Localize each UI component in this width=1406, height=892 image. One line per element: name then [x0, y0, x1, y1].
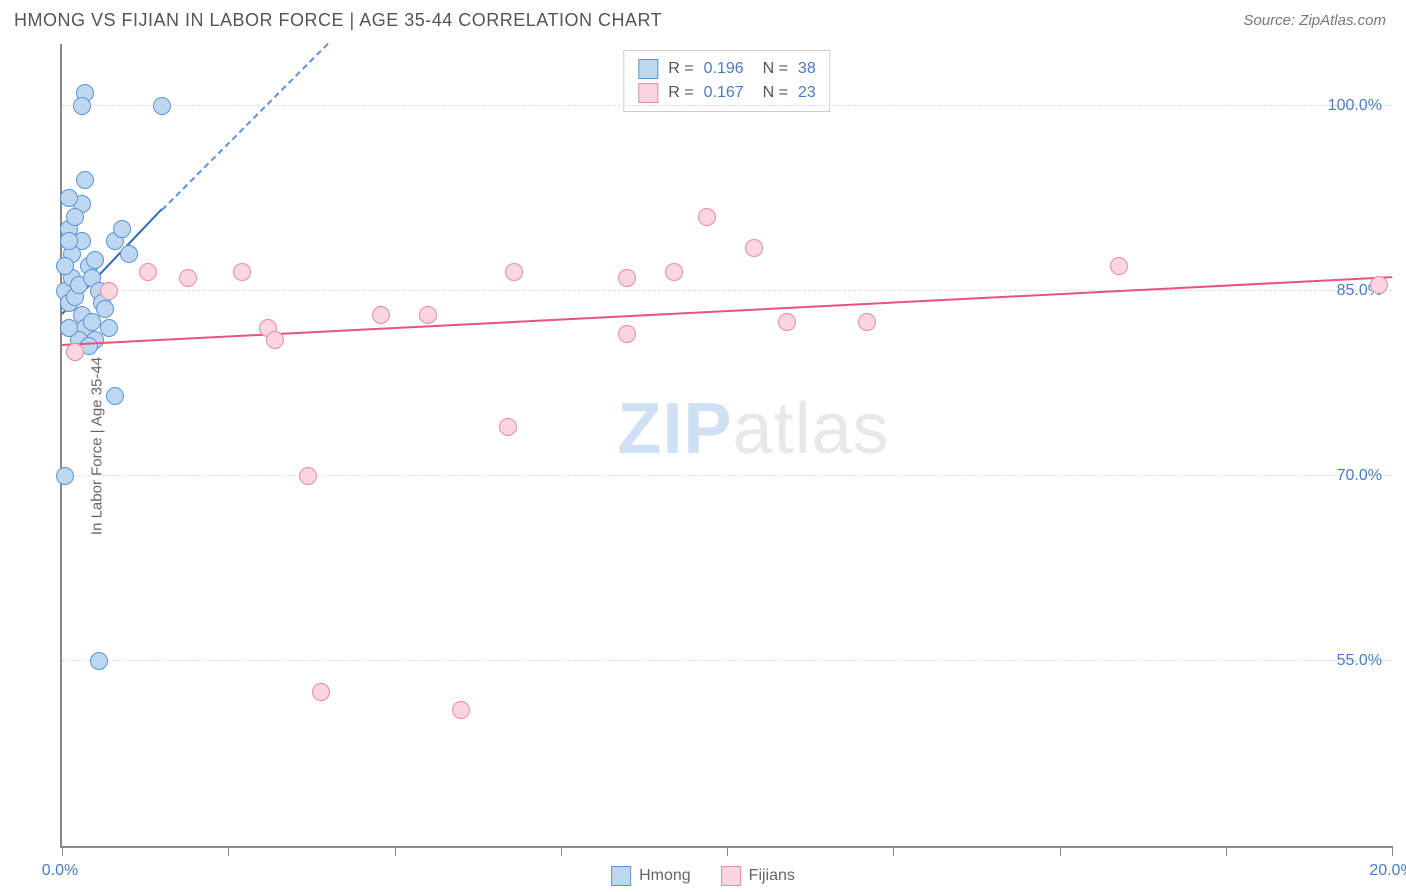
- data-point: [1110, 257, 1128, 275]
- data-point: [618, 269, 636, 287]
- n-value: 38: [798, 60, 816, 78]
- y-tick-label: 55.0%: [1337, 652, 1382, 670]
- data-point: [505, 263, 523, 281]
- data-point: [266, 331, 284, 349]
- grid-line: [62, 475, 1392, 476]
- data-point: [233, 263, 251, 281]
- chart-area: In Labor Force | Age 35-44 ZIPatlas R = …: [14, 44, 1392, 848]
- x-tick: [727, 846, 728, 856]
- x-tick: [1060, 846, 1061, 856]
- x-tick: [395, 846, 396, 856]
- x-tick: [893, 846, 894, 856]
- data-point: [372, 306, 390, 324]
- watermark: ZIPatlas: [618, 388, 890, 470]
- plot-region: ZIPatlas R = 0.196 N = 38R = 0.167 N = 2…: [60, 44, 1392, 848]
- legend-swatch: [638, 59, 658, 79]
- grid-line: [62, 660, 1392, 661]
- data-point: [90, 652, 108, 670]
- data-point: [60, 319, 78, 337]
- data-point: [618, 325, 636, 343]
- data-point: [100, 319, 118, 337]
- data-point: [96, 300, 114, 318]
- data-point: [73, 97, 91, 115]
- x-tick-min: 0.0%: [42, 862, 78, 880]
- x-tick: [1226, 846, 1227, 856]
- data-point: [1370, 276, 1388, 294]
- legend-item: Fijians: [721, 866, 795, 886]
- data-point: [299, 467, 317, 485]
- series-legend: Hmong Fijians: [611, 866, 795, 886]
- legend-swatch: [611, 866, 631, 886]
- y-tick-label: 70.0%: [1337, 467, 1382, 485]
- data-point: [419, 306, 437, 324]
- data-point: [106, 387, 124, 405]
- data-point: [66, 208, 84, 226]
- grid-line: [62, 290, 1392, 291]
- stats-legend-row: R = 0.196 N = 38: [638, 57, 815, 81]
- data-point: [745, 239, 763, 257]
- trend-line-dashed: [161, 42, 329, 210]
- data-point: [60, 232, 78, 250]
- data-point: [778, 313, 796, 331]
- data-point: [452, 701, 470, 719]
- y-tick-label: 100.0%: [1328, 97, 1382, 115]
- data-point: [665, 263, 683, 281]
- r-value: 0.167: [704, 84, 744, 102]
- data-point: [56, 257, 74, 275]
- x-tick: [561, 846, 562, 856]
- data-point: [499, 418, 517, 436]
- legend-label: Fijians: [749, 867, 795, 885]
- chart-header: HMONG VS FIJIAN IN LABOR FORCE | AGE 35-…: [0, 0, 1406, 39]
- data-point: [56, 467, 74, 485]
- data-point: [66, 343, 84, 361]
- trend-line: [62, 276, 1392, 346]
- data-point: [113, 220, 131, 238]
- data-point: [153, 97, 171, 115]
- chart-source: Source: ZipAtlas.com: [1243, 12, 1386, 29]
- data-point: [858, 313, 876, 331]
- data-point: [120, 245, 138, 263]
- data-point: [86, 251, 104, 269]
- x-tick: [1392, 846, 1393, 856]
- legend-item: Hmong: [611, 866, 691, 886]
- data-point: [60, 189, 78, 207]
- legend-label: Hmong: [639, 867, 691, 885]
- stats-legend-row: R = 0.167 N = 23: [638, 81, 815, 105]
- x-tick: [62, 846, 63, 856]
- data-point: [139, 263, 157, 281]
- grid-line: [62, 105, 1392, 106]
- n-value: 23: [798, 84, 816, 102]
- stats-legend: R = 0.196 N = 38R = 0.167 N = 23: [623, 50, 830, 112]
- x-tick: [228, 846, 229, 856]
- data-point: [179, 269, 197, 287]
- legend-swatch: [638, 83, 658, 103]
- chart-title: HMONG VS FIJIAN IN LABOR FORCE | AGE 35-…: [14, 10, 662, 31]
- data-point: [76, 171, 94, 189]
- legend-swatch: [721, 866, 741, 886]
- r-value: 0.196: [704, 60, 744, 78]
- x-tick-max: 20.0%: [1369, 862, 1406, 880]
- data-point: [698, 208, 716, 226]
- data-point: [100, 282, 118, 300]
- data-point: [312, 683, 330, 701]
